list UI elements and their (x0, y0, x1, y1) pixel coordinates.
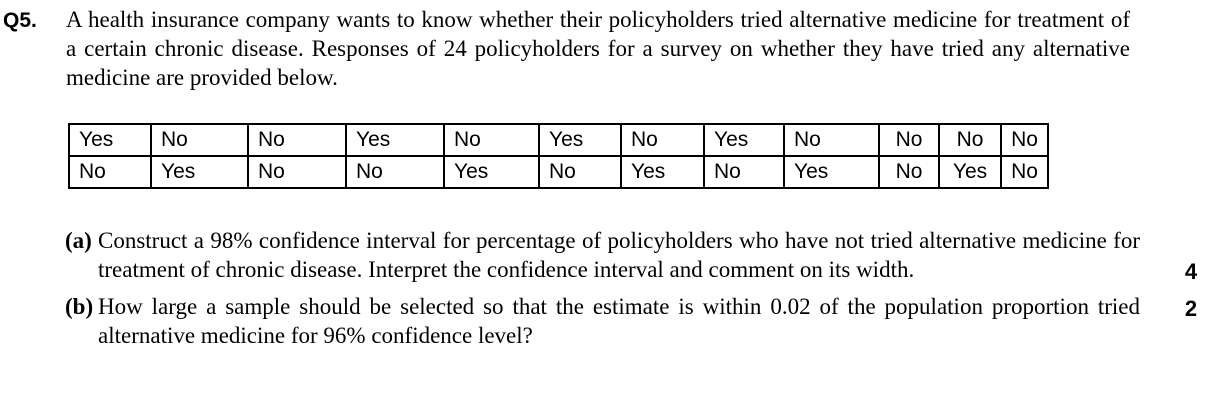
question-intro-text: A health insurance company wants to know… (66, 7, 1130, 90)
table-cell: Yes (150, 155, 249, 189)
table-cell: No (878, 123, 940, 157)
question-parts: (a) Construct a 98% confidence interval … (65, 226, 1219, 350)
table-cell: No (68, 155, 152, 189)
table-cell: No (247, 123, 347, 157)
table-cell: Yes (783, 155, 880, 189)
question-part-a: (a) Construct a 98% confidence interval … (65, 226, 1219, 286)
question-number: Q5. (3, 9, 37, 32)
table-cell: No (345, 155, 445, 189)
part-b-label: (b) (65, 294, 94, 319)
table-cell: No (538, 155, 622, 189)
table-cell: No (150, 123, 249, 157)
table-cell: No (1000, 155, 1049, 189)
table-cell: No (443, 123, 540, 157)
part-a-marks: 4 (1184, 259, 1198, 284)
table-cell: No (703, 155, 785, 189)
table-cell: No (620, 123, 705, 157)
part-a-text: Construct a 98% confidence interval for … (98, 228, 1140, 282)
part-b-marks: 2 (1184, 296, 1198, 321)
table-row: No Yes No No Yes No Yes No Yes No Yes No (68, 155, 1049, 189)
table-cell: Yes (703, 123, 785, 157)
part-b-text: How large a sample should be selected so… (98, 294, 1140, 348)
table-cell: Yes (443, 155, 540, 189)
table-cell: Yes (345, 123, 445, 157)
question-part-b: (b) How large a sample should be selecte… (65, 292, 1219, 350)
table-cell: No (938, 123, 1002, 157)
table-cell: Yes (68, 123, 152, 157)
table-cell: Yes (938, 155, 1002, 189)
table-cell: No (247, 155, 347, 189)
table-row: Yes No No Yes No Yes No Yes No No No No (68, 123, 1049, 157)
survey-responses-table: Yes No No Yes No Yes No Yes No No No No … (68, 123, 1049, 189)
table-cell: No (783, 123, 880, 157)
question-header-row: Q5. A health insurance company wants to … (0, 0, 1219, 92)
table-cell: Yes (538, 123, 622, 157)
table-cell: No (878, 155, 940, 189)
part-a-label: (a) (65, 228, 92, 253)
table-cell: No (1000, 123, 1049, 157)
table-cell: Yes (620, 155, 705, 189)
